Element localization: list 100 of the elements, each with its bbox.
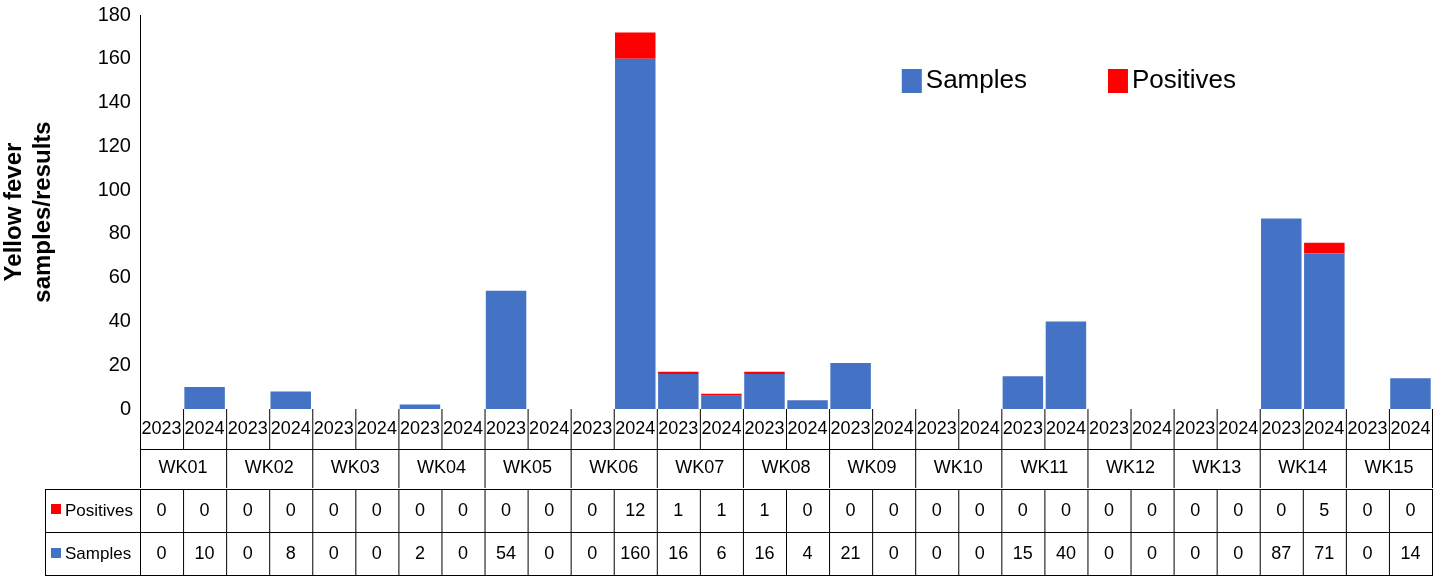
data-label: 54 [496, 543, 517, 564]
data-label: 2 [414, 543, 425, 564]
bar [1002, 376, 1044, 409]
data-label: 0 [802, 499, 813, 520]
x-tick-label: 2024 [1218, 417, 1259, 438]
data-label: 0 [1147, 543, 1158, 564]
x-tick-label: 2023 [313, 417, 354, 438]
y-tick-label: 180 [97, 2, 131, 25]
bar [270, 391, 311, 409]
y-tick-label: 100 [97, 177, 131, 200]
data-label: 0 [371, 499, 382, 520]
data-label: 8 [285, 543, 296, 564]
y-tick-label: 40 [108, 308, 131, 331]
data-label: 1 [673, 499, 684, 520]
bar [1304, 253, 1345, 409]
bar [615, 32, 656, 59]
data-label: 0 [888, 543, 899, 564]
data-label: 21 [840, 543, 861, 564]
legend-label: Samples [925, 64, 1027, 95]
y-tick-label: 60 [108, 265, 131, 288]
x-tick-label: 2024 [615, 417, 656, 438]
data-label: 0 [328, 499, 339, 520]
data-label: 0 [974, 543, 985, 564]
y-tick-label: 140 [97, 90, 131, 113]
data-label: 40 [1055, 543, 1076, 564]
text: Samples [65, 544, 132, 564]
data-label: 0 [328, 543, 339, 564]
data-label: 0 [156, 543, 167, 564]
x-tick-label: 2023 [1002, 417, 1043, 438]
x-tick-label: 2023 [399, 417, 440, 438]
data-label: 6 [716, 543, 727, 564]
data-label: 5 [1319, 499, 1330, 520]
bar [744, 371, 785, 374]
data-label: 71 [1314, 543, 1335, 564]
text: WK10 [933, 457, 983, 478]
bar [658, 373, 699, 409]
x-tick-label: 2024 [1304, 417, 1345, 438]
text: WK07 [675, 457, 725, 478]
x-tick-label: 2023 [1175, 417, 1216, 438]
y-tick-label: 20 [108, 352, 131, 375]
text: WK01 [158, 457, 208, 478]
bar [1304, 242, 1345, 254]
x-tick-label: 2024 [1132, 417, 1173, 438]
data-label: 0 [974, 499, 985, 520]
bar [744, 373, 785, 409]
text: WK13 [1192, 457, 1242, 478]
bar [658, 371, 699, 374]
text: WK14 [1278, 457, 1328, 478]
data-label: 0 [1276, 499, 1287, 520]
y-tick-label: 120 [97, 133, 131, 156]
text: WK03 [330, 457, 380, 478]
text: WK04 [416, 457, 466, 478]
data-label: 0 [587, 499, 598, 520]
data-label: 0 [1103, 499, 1115, 520]
data-label: 0 [931, 499, 942, 520]
data-label: 0 [457, 499, 469, 520]
data-label: 15 [1012, 543, 1033, 564]
data-label: 0 [1362, 499, 1373, 520]
data-label: 16 [754, 543, 775, 564]
y-tick-label: 0 [119, 396, 131, 419]
text: WK02 [244, 457, 294, 478]
x-tick-label: 2023 [572, 417, 613, 438]
data-label: 4 [802, 543, 813, 564]
y-tick-label: 80 [108, 221, 131, 244]
data-label: 0 [587, 543, 598, 564]
data-label: 14 [1400, 543, 1421, 564]
bar [701, 393, 742, 396]
x-tick-label: 2023 [227, 417, 268, 438]
legend-label: Positives [1131, 64, 1237, 95]
text: WK08 [761, 457, 811, 478]
data-label: 0 [544, 543, 555, 564]
x-tick-label: 2023 [1088, 417, 1130, 438]
data-label: 0 [931, 543, 942, 564]
data-label: 0 [156, 499, 167, 520]
x-tick-label: 2024 [356, 417, 397, 438]
text: WK09 [847, 457, 897, 478]
x-tick-label: 2023 [1261, 417, 1302, 438]
data-label: 0 [1190, 499, 1201, 520]
x-tick-label: 2024 [529, 417, 570, 438]
data-label: 160 [620, 543, 651, 564]
data-label: 0 [1233, 499, 1244, 520]
x-tick-label: 2023 [744, 417, 785, 438]
text: Positives [65, 500, 134, 520]
bar [701, 395, 742, 409]
x-tick-label: 2024 [184, 417, 225, 438]
data-label: 0 [1103, 543, 1115, 564]
x-tick-label: 2024 [1390, 417, 1431, 438]
data-label: 0 [501, 499, 512, 520]
x-tick-label: 2024 [1045, 417, 1086, 438]
text: WK15 [1364, 457, 1414, 478]
x-tick-label: 2024 [787, 417, 828, 438]
data-label: 0 [242, 543, 253, 564]
text: WK12 [1106, 457, 1156, 478]
bar [787, 400, 828, 409]
bar [184, 387, 225, 409]
bar [399, 404, 441, 409]
data-label: 0 [1190, 543, 1201, 564]
x-tick-label: 2023 [916, 417, 957, 438]
data-label: 0 [1017, 499, 1028, 520]
bar [485, 290, 527, 409]
